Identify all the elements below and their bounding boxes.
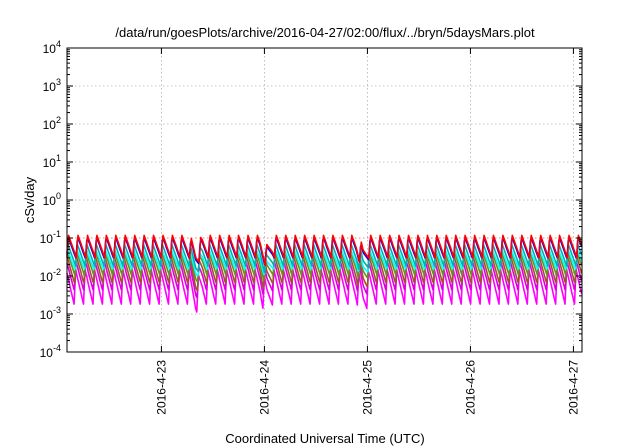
chart-title: /data/run/goesPlots/archive/2016-04-27/0… <box>115 25 535 40</box>
series-line-7 <box>66 268 583 313</box>
y-tick-label: 10-3 <box>40 305 61 322</box>
x-tick-label: 2016-4-23 <box>154 360 168 415</box>
series-line-6 <box>66 262 583 299</box>
y-axis-label: cSv/day <box>22 176 37 223</box>
grid <box>67 48 582 352</box>
axis-ticks: 10-4 10-3 10-2 10-1 100 101 102 103 104 2016-4-23… <box>40 39 582 415</box>
series-line-0 <box>66 234 583 267</box>
x-axis-label: Coordinated Universal Time (UTC) <box>225 431 424 446</box>
x-tick-label: 2016-4-24 <box>257 360 271 415</box>
y-tick-label: 104 <box>43 39 61 56</box>
y-tick-label: 102 <box>43 115 61 132</box>
y-tick-label: 10-4 <box>40 343 61 360</box>
x-tick-label: 2016-4-27 <box>566 360 580 415</box>
series-line-5 <box>66 255 583 291</box>
series-group <box>66 234 583 313</box>
y-tick-label: 103 <box>43 77 61 94</box>
y-tick-label: 10-1 <box>40 229 61 246</box>
x-tick-label: 2016-4-26 <box>463 360 477 415</box>
x-tick-label: 2016-4-25 <box>360 360 374 415</box>
y-tick-label: 101 <box>43 153 61 170</box>
y-tick-label: 100 <box>43 191 61 208</box>
y-tick-label: 10-2 <box>40 267 61 284</box>
